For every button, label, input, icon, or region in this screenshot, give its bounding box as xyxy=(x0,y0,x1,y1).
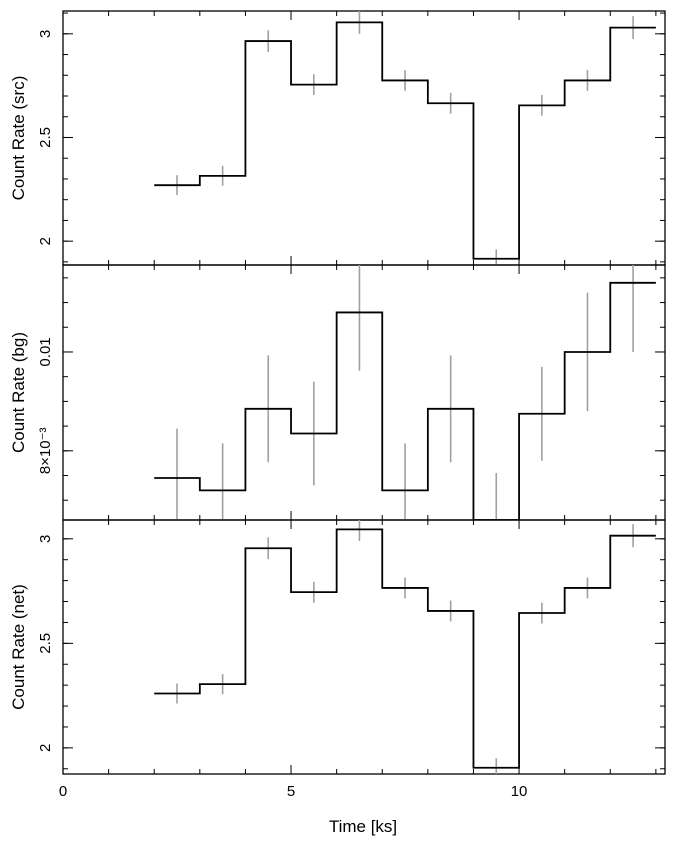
y-tick-label: 2 xyxy=(37,237,54,245)
y-tick-label: 2.5 xyxy=(37,633,54,654)
panel-net: 2 2.5 3 Count Rate (net) xyxy=(9,519,666,775)
y-tick-label: 2 xyxy=(37,744,54,752)
panels-group: 2 2.5 3 Count Rate (src) 8×10⁻³ 0.01 Count Rat… xyxy=(9,10,666,800)
step-line-src xyxy=(154,21,656,260)
x-tick-label: 10 xyxy=(511,783,528,800)
y-axis-label-src: Count Rate (src) xyxy=(9,76,28,201)
data-group-src xyxy=(154,11,656,265)
y-tick-label: 3 xyxy=(37,30,54,38)
y-axis-label-bg: Count Rate (bg) xyxy=(9,332,28,453)
y-tick-label: 2.5 xyxy=(37,127,54,148)
x-tick-label: 0 xyxy=(59,783,67,800)
panel-src: 2 2.5 3 Count Rate (src) xyxy=(9,10,666,266)
panel-frame-src xyxy=(62,10,666,266)
y-tick-label: 3 xyxy=(37,535,54,543)
y-tick-label: 8×10⁻³ xyxy=(37,427,54,474)
panel-bg: 8×10⁻³ 0.01 Count Rate (bg) xyxy=(9,264,666,521)
step-line-bg xyxy=(154,281,656,520)
x-tick-label: 5 xyxy=(287,783,295,800)
y-axis-label-net: Count Rate (net) xyxy=(9,584,28,710)
step-line-net xyxy=(154,528,656,769)
panel-frame-net xyxy=(62,519,666,775)
y-tick-label: 0.01 xyxy=(37,337,54,366)
x-axis-label: Time [ks] xyxy=(329,817,397,836)
panel-frame-bg xyxy=(62,264,666,521)
data-group-net xyxy=(154,520,656,774)
data-group-bg xyxy=(154,265,656,520)
